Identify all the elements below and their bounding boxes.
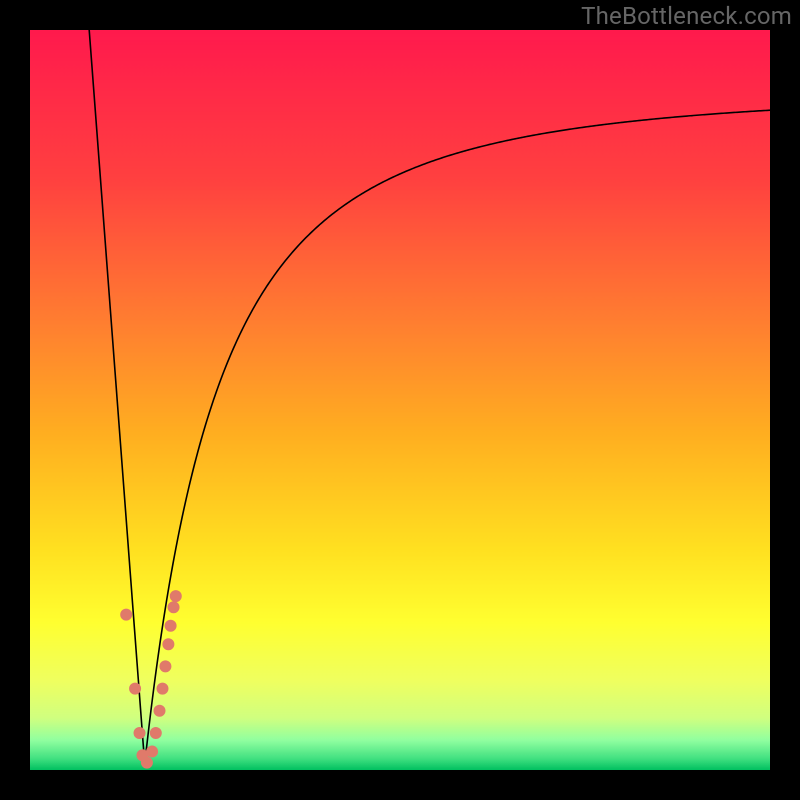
marker-point <box>170 591 181 602</box>
marker-point <box>121 609 132 620</box>
chart-frame: TheBottleneck.com <box>0 0 800 800</box>
marker-point <box>147 746 158 757</box>
curve-line <box>89 30 770 764</box>
plot-area <box>30 30 770 770</box>
marker-point <box>163 639 174 650</box>
marker-point <box>130 683 141 694</box>
marker-point <box>160 661 171 672</box>
marker-point <box>154 705 165 716</box>
watermark-text: TheBottleneck.com <box>581 2 792 30</box>
marker-point <box>134 728 145 739</box>
marker-point <box>165 620 176 631</box>
marker-point <box>141 757 152 768</box>
marker-point <box>157 683 168 694</box>
bottleneck-curve <box>30 30 770 770</box>
marker-point <box>150 728 161 739</box>
marker-point <box>168 602 179 613</box>
curve-markers <box>121 591 182 769</box>
